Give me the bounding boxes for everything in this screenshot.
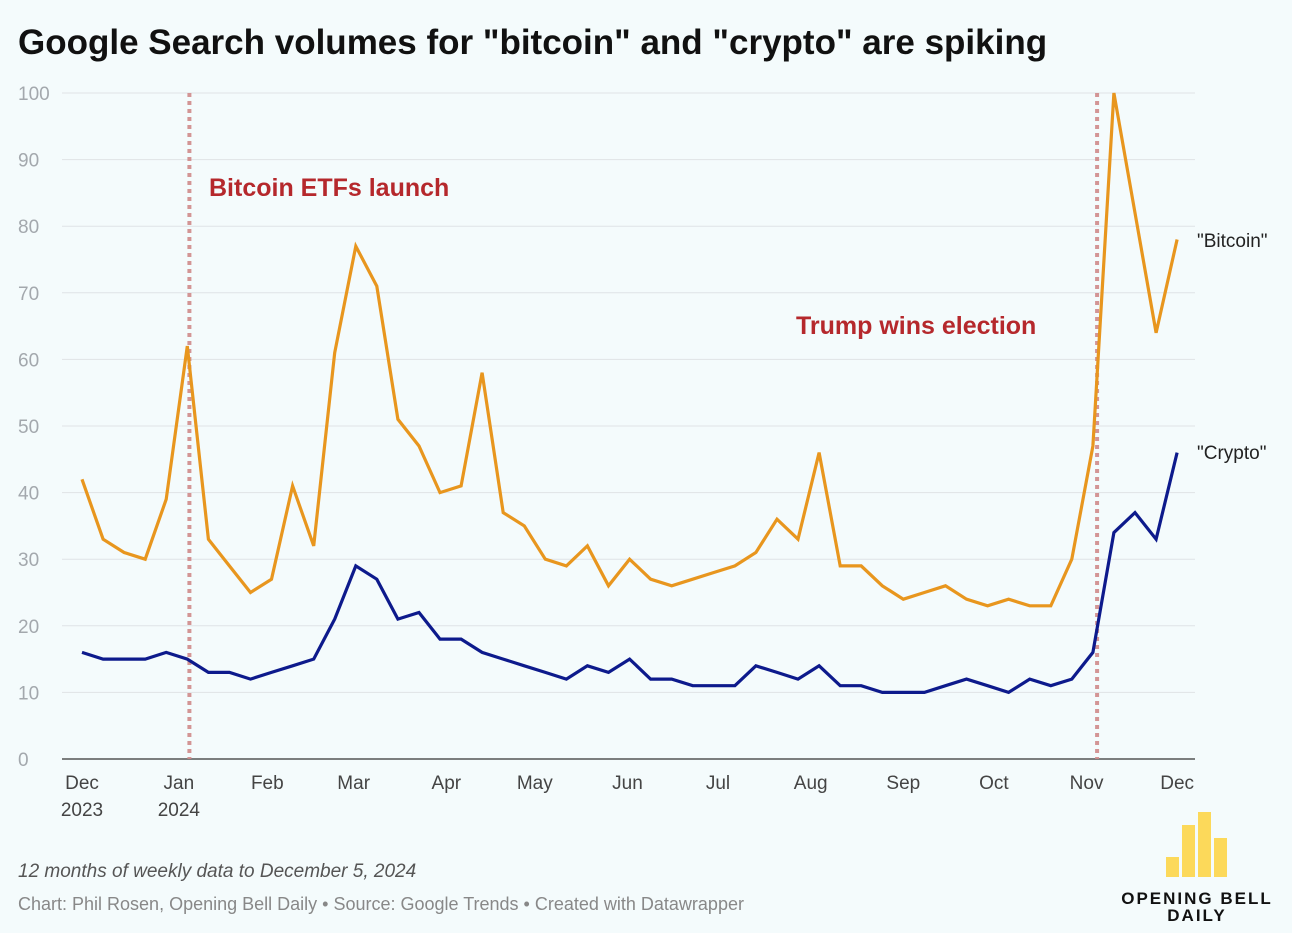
x-tick-label: Jun xyxy=(612,773,643,794)
chart-title: Google Search volumes for "bitcoin" and … xyxy=(18,23,1047,62)
y-tick-label: 70 xyxy=(18,284,39,305)
opening-bell-logo: OPENING BELL DAILY xyxy=(1121,812,1273,925)
y-tick-label: 0 xyxy=(18,750,29,771)
logo-bar xyxy=(1214,838,1227,877)
y-axis: 0 10 20 30 40 50 60 70 80 90 100 xyxy=(18,84,50,771)
y-tick-label: 60 xyxy=(18,350,39,371)
event-lines xyxy=(187,93,1100,759)
gridlines xyxy=(62,92,1195,760)
x-tick-label: Sep xyxy=(886,773,920,794)
x-tick-label: Dec xyxy=(65,773,99,794)
series-label-bitcoin: "Bitcoin" xyxy=(1197,231,1268,252)
logo-bar xyxy=(1198,812,1211,877)
x-tick-sublabel: 2024 xyxy=(158,800,201,821)
series-lines xyxy=(80,92,1179,695)
logo-bar xyxy=(1166,857,1179,877)
x-axis: Dec 2023 Jan 2024 Feb Mar Apr May Jun Jul Aug Sep Oc… xyxy=(61,773,1194,821)
series-line-crypto xyxy=(81,452,1179,695)
series-label-crypto: "Crypto" xyxy=(1197,443,1266,464)
x-tick-label: Oct xyxy=(979,773,1009,794)
x-tick-label: Mar xyxy=(337,773,370,794)
x-tick-label: Nov xyxy=(1070,773,1104,794)
x-tick-label: Dec xyxy=(1160,773,1194,794)
x-tick-label: Apr xyxy=(432,773,462,794)
logo-line1: OPENING BELL xyxy=(1121,889,1273,908)
y-tick-label: 40 xyxy=(18,484,39,505)
logo-line2: DAILY xyxy=(1167,906,1226,925)
annotation-election: Trump wins election xyxy=(796,312,1036,340)
x-tick-sublabel: 2023 xyxy=(61,800,103,821)
y-tick-label: 50 xyxy=(18,417,39,438)
y-tick-label: 10 xyxy=(18,683,39,704)
x-tick-label: Jan xyxy=(164,773,195,794)
footer-credit: Chart: Phil Rosen, Opening Bell Daily • … xyxy=(18,894,744,914)
y-tick-label: 20 xyxy=(18,617,39,638)
logo-bar xyxy=(1182,825,1195,877)
y-tick-label: 30 xyxy=(18,550,39,571)
y-tick-label: 100 xyxy=(18,84,50,105)
annotation-etf: Bitcoin ETFs launch xyxy=(209,174,449,202)
x-tick-label: May xyxy=(517,773,553,794)
x-tick-label: Jul xyxy=(706,773,730,794)
x-tick-label: Aug xyxy=(794,773,828,794)
y-tick-label: 80 xyxy=(18,217,39,238)
series-line-bitcoin xyxy=(80,92,1179,608)
y-tick-label: 90 xyxy=(18,151,39,172)
footer-note: 12 months of weekly data to December 5, … xyxy=(18,861,416,882)
x-tick-label: Feb xyxy=(251,773,284,794)
